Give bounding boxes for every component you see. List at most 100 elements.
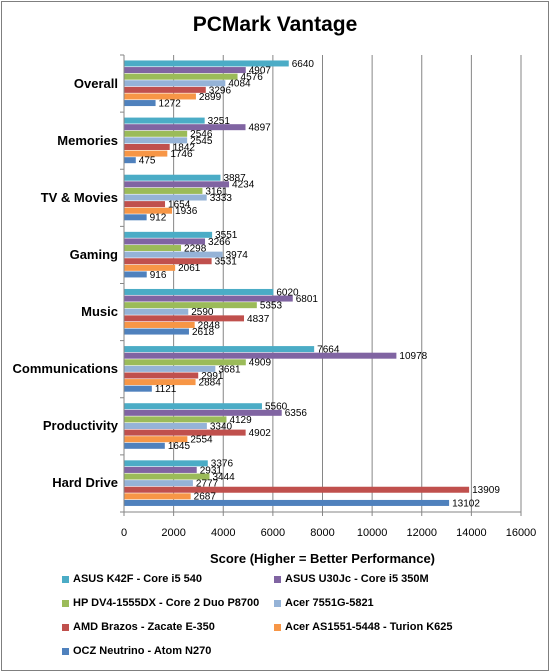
data-label: 2546 xyxy=(190,129,213,140)
bar xyxy=(124,93,196,100)
bar xyxy=(124,271,147,278)
category-label: Gaming xyxy=(69,246,118,262)
bar xyxy=(124,346,315,353)
bar xyxy=(124,207,173,214)
bar xyxy=(124,436,188,443)
tick-label: 12000 xyxy=(406,527,438,539)
bar xyxy=(124,321,195,328)
legend-swatch xyxy=(62,575,69,583)
bar xyxy=(124,315,245,322)
bar xyxy=(124,460,208,467)
legend-item: Acer 7551G-5821 xyxy=(274,595,374,611)
data-label: 13102 xyxy=(452,498,480,509)
bar xyxy=(124,372,199,379)
bar xyxy=(124,359,246,366)
bar xyxy=(124,143,170,150)
data-label: 3266 xyxy=(208,237,231,248)
data-label: 2777 xyxy=(196,479,219,490)
data-label: 3340 xyxy=(210,421,233,432)
bar xyxy=(124,130,188,137)
category-label: Music xyxy=(81,304,118,320)
data-label: 3161 xyxy=(205,186,228,197)
bar xyxy=(124,499,450,506)
category-label: Productivity xyxy=(42,418,118,434)
legend-label: OCZ Neutrino - Atom N270 xyxy=(73,645,212,657)
bar xyxy=(124,416,227,423)
bar xyxy=(124,264,176,271)
bar xyxy=(124,480,193,487)
legend-item: ASUS K42F - Core i5 540 xyxy=(62,571,202,587)
data-label: 3887 xyxy=(223,173,246,184)
tick-label: 6000 xyxy=(260,527,286,539)
bar xyxy=(124,403,262,410)
legend-label: Acer AS1551-5448 - Turion K625 xyxy=(285,621,453,633)
bar xyxy=(124,86,206,93)
bar xyxy=(124,466,197,473)
legend-label: ASUS U30Jc - Core i5 350M xyxy=(285,573,429,585)
bar xyxy=(124,80,226,87)
bar xyxy=(124,124,246,131)
data-label: 13909 xyxy=(472,485,500,496)
bar xyxy=(124,194,207,201)
data-label: 4837 xyxy=(247,314,270,325)
data-label: 5353 xyxy=(260,301,283,312)
tick-label: 4000 xyxy=(211,527,236,539)
legend-swatch xyxy=(274,623,281,631)
data-label: 4576 xyxy=(241,72,264,83)
bar xyxy=(124,137,188,144)
bar xyxy=(124,352,397,359)
legend-item: ASUS U30Jc - Core i5 350M xyxy=(274,571,429,587)
bar xyxy=(124,288,274,295)
legend-item: Acer AS1551-5448 - Turion K625 xyxy=(274,619,453,635)
data-label: 2061 xyxy=(178,263,201,274)
legend-label: HP DV4-1555DX - Core 2 Duo P8700 xyxy=(73,597,260,609)
bar xyxy=(124,365,216,372)
category-label: Hard Drive xyxy=(52,475,118,491)
bar xyxy=(124,181,230,188)
bar xyxy=(124,409,282,416)
data-label: 2848 xyxy=(198,320,221,331)
bar xyxy=(124,379,196,386)
legend-label: AMD Brazos - Zacate E-350 xyxy=(73,621,215,633)
legend-item: HP DV4-1555DX - Core 2 Duo P8700 xyxy=(62,595,259,611)
tick-label: 14000 xyxy=(456,527,487,539)
bar xyxy=(124,117,205,124)
data-label: 5560 xyxy=(265,402,288,413)
bar xyxy=(124,308,189,315)
legend-swatch xyxy=(62,647,69,655)
legend-swatch xyxy=(62,599,69,607)
bar xyxy=(124,493,191,500)
data-label: 2298 xyxy=(184,243,207,254)
data-label: 2618 xyxy=(192,327,215,338)
data-label: 2899 xyxy=(199,92,222,103)
data-label: 3974 xyxy=(226,250,249,261)
bar xyxy=(124,486,470,493)
bar xyxy=(124,429,246,436)
data-label: 1272 xyxy=(159,98,182,109)
data-label: 2545 xyxy=(190,136,213,147)
bar xyxy=(124,67,246,74)
data-label: 10978 xyxy=(399,351,427,362)
bar xyxy=(124,473,210,480)
data-label: 916 xyxy=(150,270,167,281)
bar xyxy=(124,231,213,238)
data-label: 2884 xyxy=(199,377,222,388)
bar xyxy=(124,238,206,245)
data-label: 3296 xyxy=(209,85,232,96)
bar xyxy=(124,150,168,157)
data-label: 3531 xyxy=(215,257,238,268)
bar xyxy=(124,187,203,194)
tick-label: 8000 xyxy=(310,527,335,539)
bar xyxy=(124,423,207,430)
legend-swatch xyxy=(274,575,281,583)
data-label: 4129 xyxy=(229,415,252,426)
bar xyxy=(124,60,289,67)
data-label: 4084 xyxy=(228,79,251,90)
data-label: 4902 xyxy=(249,428,272,439)
bar xyxy=(124,73,238,80)
bar xyxy=(124,201,166,208)
bar xyxy=(124,385,152,392)
bar xyxy=(124,328,189,335)
tick-label: 2000 xyxy=(161,527,186,539)
